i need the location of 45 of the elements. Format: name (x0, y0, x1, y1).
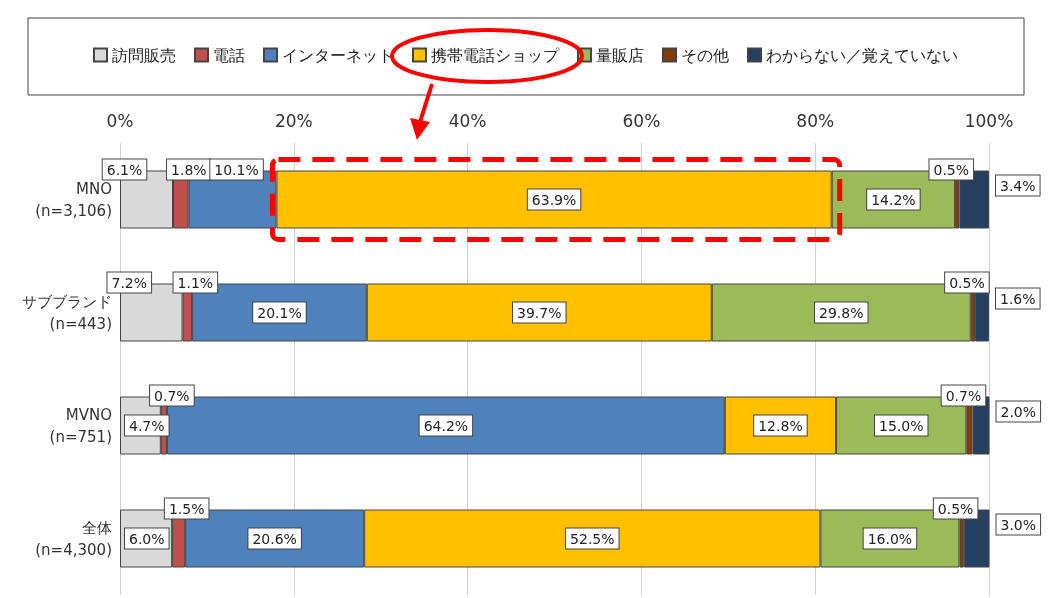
data-label: 12.8% (758, 417, 803, 434)
data-label: 0.5% (937, 500, 974, 517)
legend-label: 電話 (213, 45, 245, 65)
x-tick-label: 0% (106, 110, 134, 131)
x-tick-label: 100% (964, 110, 1014, 131)
data-label: 2.0% (1000, 403, 1037, 420)
x-tick-label: 60% (622, 110, 661, 131)
data-label: 1.1% (177, 274, 214, 291)
data-label: 6.0% (129, 530, 165, 547)
data-label: 14.2% (871, 191, 916, 208)
data-label: 20.6% (252, 530, 297, 547)
y-tick-label: MNO (n=3,106) (35, 179, 112, 220)
data-label: 4.7% (129, 417, 165, 434)
data-label: 39.7% (517, 304, 562, 321)
data-label: 0.5% (949, 274, 985, 291)
data-label: 52.5% (570, 530, 615, 547)
x-tick-label: 80% (796, 110, 835, 131)
legend-label: 量販店 (596, 45, 644, 65)
legend-label: インターネット (282, 45, 394, 65)
data-label: 6.1% (106, 161, 143, 178)
data-label: 0.7% (154, 387, 190, 404)
x-tick-label: 20% (274, 110, 313, 131)
data-label: 64.2% (423, 417, 469, 434)
data-label: 10.1% (214, 161, 259, 178)
data-label: 1.8% (171, 161, 207, 178)
x-tick-label: 40% (448, 110, 487, 131)
legend-label: その他 (681, 45, 729, 65)
data-label: 15.0% (878, 417, 924, 434)
y-tick-label: 全体 (n=4,300) (35, 518, 112, 559)
y-tick-label: MVNO (n=751) (49, 405, 112, 446)
data-label: 3.0% (1000, 516, 1037, 533)
data-label: 1.5% (168, 500, 205, 517)
legend-label: 携帯電話ショップ (431, 45, 560, 65)
data-label: 0.7% (945, 387, 982, 404)
data-label: 29.8% (819, 304, 864, 321)
y-tick-label: サブブランド (n=443) (22, 292, 112, 333)
data-label: 0.5% (933, 161, 970, 178)
data-label: 3.4% (1000, 177, 1036, 194)
data-label: 20.1% (257, 304, 302, 321)
data-label: 16.0% (867, 530, 913, 547)
legend-label: わからない／覚えていない (766, 45, 958, 65)
data-label: 7.2% (111, 274, 148, 291)
data-label: 63.9% (531, 191, 577, 208)
data-label: 1.6% (1000, 290, 1036, 307)
legend-label: 訪問販売 (112, 45, 176, 65)
